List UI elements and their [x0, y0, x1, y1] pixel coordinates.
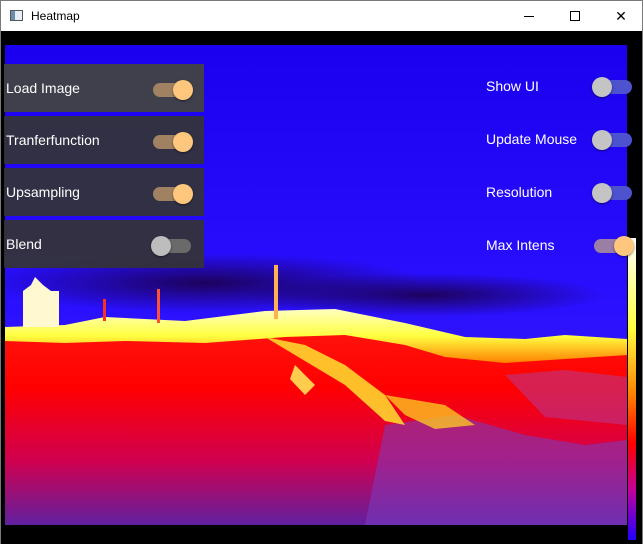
update-mouse-row[interactable]: Update Mouse: [482, 117, 634, 170]
close-icon: ✕: [615, 7, 627, 24]
transferfunction-label: Tranferfunction: [6, 132, 100, 148]
toggle-knob: [614, 236, 634, 256]
window-app-icon: [10, 10, 23, 21]
transferfunction-toggle[interactable]: [153, 132, 193, 152]
blend-toggle[interactable]: [151, 236, 191, 256]
left-control-panel: Load Image Tranferfunction Upsampling Bl…: [4, 64, 204, 272]
update-mouse-toggle[interactable]: [592, 130, 632, 150]
toggle-knob: [592, 130, 612, 150]
show-ui-row[interactable]: Show UI: [482, 64, 634, 117]
toggle-knob: [173, 80, 193, 100]
blend-label: Blend: [6, 236, 42, 252]
upsampling-label: Upsampling: [6, 184, 80, 200]
max-intens-row[interactable]: Max Intens: [482, 223, 634, 276]
title-bar: Heatmap ✕: [0, 0, 643, 31]
right-control-panel: Show UI Update Mouse Resolution Max Inte…: [482, 64, 634, 276]
toggle-knob: [173, 132, 193, 152]
maximize-icon: [570, 11, 580, 21]
window-title: Heatmap: [31, 9, 80, 23]
minimize-button[interactable]: [506, 1, 552, 31]
max-intens-toggle[interactable]: [594, 236, 634, 256]
blend-row[interactable]: Blend: [4, 220, 204, 268]
minimize-icon: [524, 15, 534, 17]
toggle-knob: [592, 183, 612, 203]
heatmap-image[interactable]: [5, 45, 627, 525]
colorbar: [628, 238, 636, 540]
load-image-row[interactable]: Load Image: [4, 64, 204, 112]
resolution-label: Resolution: [486, 184, 553, 200]
transferfunction-row[interactable]: Tranferfunction: [4, 116, 204, 164]
upsampling-toggle[interactable]: [153, 184, 193, 204]
render-viewport[interactable]: Load Image Tranferfunction Upsampling Bl…: [0, 31, 643, 544]
close-button[interactable]: ✕: [598, 1, 643, 31]
toggle-knob: [592, 77, 612, 97]
max-intens-label: Max Intens: [486, 237, 555, 253]
show-ui-label: Show UI: [486, 78, 539, 94]
maximize-button[interactable]: [552, 1, 598, 31]
upsampling-row[interactable]: Upsampling: [4, 168, 204, 216]
load-image-toggle[interactable]: [153, 80, 193, 100]
load-image-label: Load Image: [6, 80, 80, 96]
update-mouse-label: Update Mouse: [486, 131, 578, 147]
toggle-knob: [173, 184, 193, 204]
resolution-row[interactable]: Resolution: [482, 170, 634, 223]
show-ui-toggle[interactable]: [592, 77, 632, 97]
toggle-knob: [151, 236, 171, 256]
resolution-toggle[interactable]: [592, 183, 632, 203]
